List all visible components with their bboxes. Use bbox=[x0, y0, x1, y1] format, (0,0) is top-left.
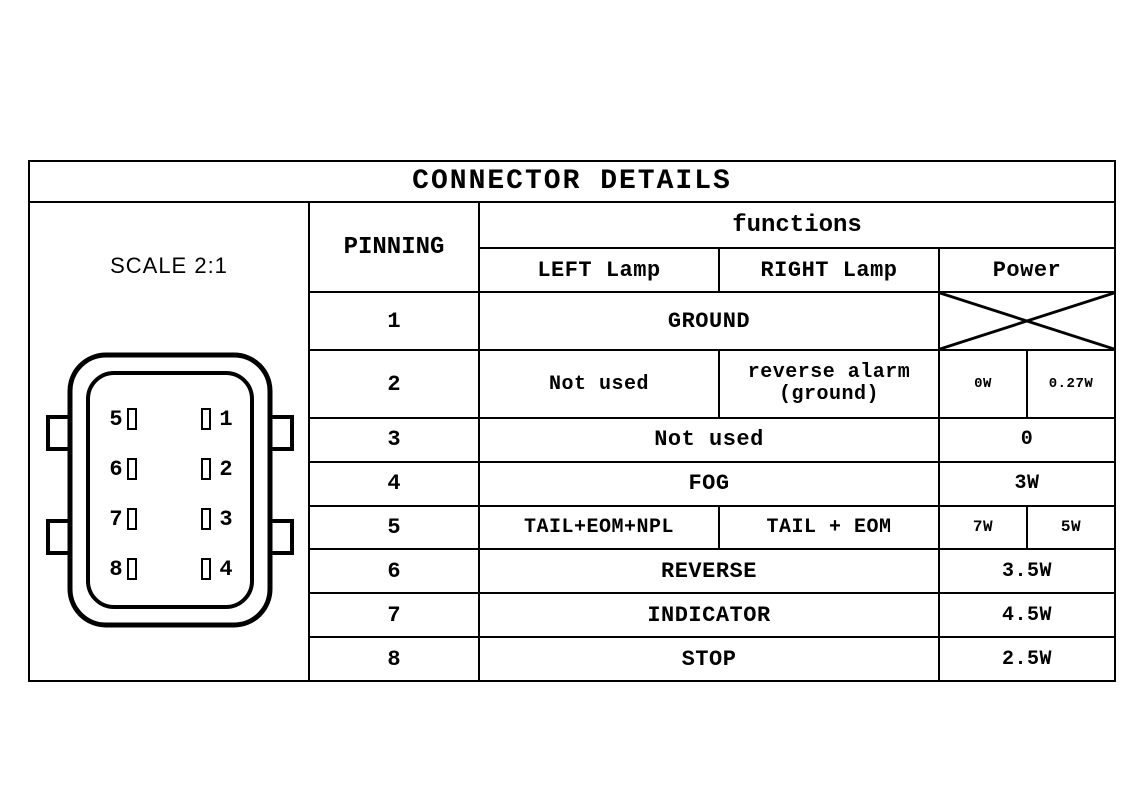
func-6: REVERSE bbox=[479, 549, 939, 593]
power-5-right: 5W bbox=[1027, 506, 1115, 550]
power-7: 4.5W bbox=[939, 593, 1115, 637]
page: CONNECTOR DETAILS SCALE 2:1 bbox=[0, 0, 1140, 800]
pin-label-1: 1 bbox=[219, 407, 232, 432]
pin-6: 6 bbox=[309, 549, 479, 593]
func-5-left: TAIL+EOM+NPL bbox=[479, 506, 719, 550]
header-functions: functions bbox=[479, 202, 1115, 248]
power-2-right: 0.27W bbox=[1027, 350, 1115, 418]
func-5-right: TAIL + EOM bbox=[719, 506, 939, 550]
connector-details-table-wrap: CONNECTOR DETAILS SCALE 2:1 bbox=[28, 160, 1114, 682]
header-right-lamp: RIGHT Lamp bbox=[719, 248, 939, 292]
pin-label-3: 3 bbox=[219, 507, 232, 532]
connector-details-table: CONNECTOR DETAILS SCALE 2:1 bbox=[28, 160, 1116, 682]
connector-icon: 5 6 7 8 1 bbox=[30, 297, 310, 657]
func-2-right: reverse alarm (ground) bbox=[719, 350, 939, 418]
pin-4: 4 bbox=[309, 462, 479, 506]
header-pinning: PINNING bbox=[309, 202, 479, 292]
scale-label: SCALE 2:1 bbox=[30, 239, 308, 279]
pin-8: 8 bbox=[309, 637, 479, 681]
pin-2: 2 bbox=[309, 350, 479, 418]
power-6: 3.5W bbox=[939, 549, 1115, 593]
connector-diagram: SCALE 2:1 bbox=[30, 221, 308, 662]
func-7: INDICATOR bbox=[479, 593, 939, 637]
func-2-left: Not used bbox=[479, 350, 719, 418]
pin-7: 7 bbox=[309, 593, 479, 637]
header-power: Power bbox=[939, 248, 1115, 292]
pin-label-6: 6 bbox=[109, 457, 122, 482]
power-1-cross bbox=[939, 292, 1115, 350]
power-3: 0 bbox=[939, 418, 1115, 462]
table-title: CONNECTOR DETAILS bbox=[29, 161, 1115, 202]
pin-label-2: 2 bbox=[219, 457, 232, 482]
pin-label-7: 7 bbox=[109, 507, 122, 532]
func-1: GROUND bbox=[479, 292, 939, 350]
power-4: 3W bbox=[939, 462, 1115, 506]
func-3: Not used bbox=[479, 418, 939, 462]
header-left-lamp: LEFT Lamp bbox=[479, 248, 719, 292]
power-2-left: 0W bbox=[939, 350, 1027, 418]
pin-label-8: 8 bbox=[109, 557, 122, 582]
pin-1: 1 bbox=[309, 292, 479, 350]
power-5-left: 7W bbox=[939, 506, 1027, 550]
cross-icon bbox=[940, 293, 1114, 349]
func-8: STOP bbox=[479, 637, 939, 681]
func-4: FOG bbox=[479, 462, 939, 506]
pin-3: 3 bbox=[309, 418, 479, 462]
title-row: CONNECTOR DETAILS bbox=[29, 161, 1115, 202]
pin-label-5: 5 bbox=[109, 407, 122, 432]
pin-label-4: 4 bbox=[219, 557, 232, 582]
header-row-1: SCALE 2:1 bbox=[29, 202, 1115, 248]
power-8: 2.5W bbox=[939, 637, 1115, 681]
connector-diagram-cell: SCALE 2:1 bbox=[29, 202, 309, 681]
pin-5: 5 bbox=[309, 506, 479, 550]
